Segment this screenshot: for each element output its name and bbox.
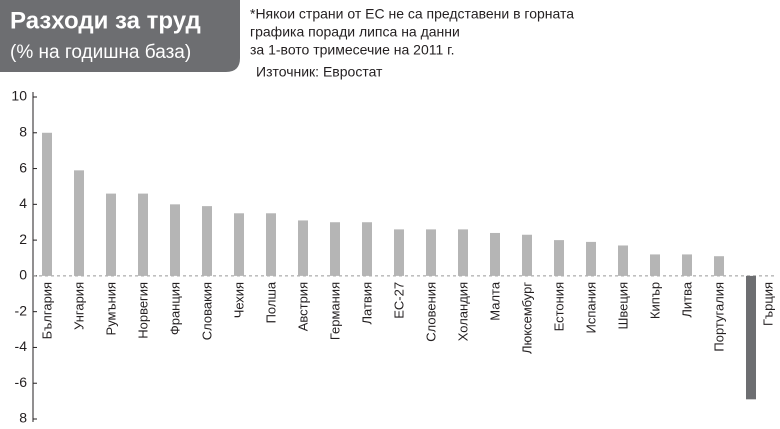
- bar: [746, 275, 756, 400]
- x-tick-label: Латвия: [359, 282, 374, 325]
- bar: [202, 206, 212, 276]
- note-line: графика поради липса на данни: [250, 24, 460, 40]
- x-tick-label: Унгария: [71, 282, 86, 330]
- bar: [42, 132, 52, 276]
- bar: [330, 222, 340, 276]
- x-tick-label: Чехия: [231, 282, 246, 318]
- bar: [714, 256, 724, 276]
- bar: [234, 213, 244, 276]
- y-tick-label: 2: [19, 231, 27, 247]
- bar: [394, 229, 404, 276]
- y-tick-label: -4: [15, 338, 28, 354]
- bar: [522, 234, 532, 276]
- x-tick-label: Гърция: [760, 282, 775, 326]
- x-tick-label: Швеция: [615, 282, 630, 330]
- y-tick-label: 8: [19, 410, 27, 426]
- bar: [298, 220, 308, 276]
- y-tick-label: 6: [19, 159, 27, 175]
- title-box: [0, 0, 240, 72]
- bar: [170, 204, 180, 276]
- source: Източник: Евростат: [256, 64, 383, 80]
- bar: [426, 229, 436, 276]
- bar: [490, 232, 500, 276]
- x-tick-label: Испания: [583, 282, 598, 334]
- x-tick-label: Германия: [327, 282, 342, 340]
- bar: [618, 245, 628, 276]
- x-tick-label: Румъния: [103, 282, 118, 336]
- x-tick-label: Словакия: [199, 282, 214, 340]
- note-line: за 1-вото тримесечие на 2011 г.: [250, 42, 454, 58]
- x-tick-label: Австрия: [295, 282, 310, 331]
- x-tick-label: Полша: [263, 281, 278, 323]
- bar: [458, 229, 468, 276]
- chart-title: Разходи за труд: [10, 7, 201, 34]
- x-tick-label: Естония: [551, 282, 566, 332]
- x-tick-label: Малта: [487, 281, 502, 321]
- x-tick-label: Холандия: [455, 282, 470, 341]
- x-tick-label: ЕС-27: [391, 282, 406, 319]
- bar: [138, 193, 148, 276]
- bar: [586, 241, 596, 276]
- y-tick-label: -6: [15, 374, 28, 390]
- x-tick-label: Люксембург: [519, 282, 534, 354]
- y-tick-label: 8: [19, 123, 27, 139]
- x-tick-label: Литва: [679, 281, 694, 318]
- bar: [266, 213, 276, 276]
- bar: [682, 254, 692, 276]
- bar: [650, 254, 660, 276]
- x-tick-label: Кипър: [647, 282, 662, 319]
- x-tick-label: Франция: [167, 282, 182, 335]
- x-tick-label: Норвегия: [135, 282, 150, 339]
- bar: [74, 170, 84, 276]
- chart-subtitle: (% на годишна база): [10, 42, 191, 63]
- y-tick-label: 10: [11, 88, 27, 104]
- y-tick-label: 4: [19, 195, 27, 211]
- x-tick-label: Словения: [423, 282, 438, 342]
- x-tick-label: България: [39, 282, 54, 339]
- note-line: *Някои страни от ЕС не са представени в …: [250, 6, 574, 22]
- bar: [554, 240, 564, 276]
- bar: [106, 193, 116, 276]
- y-tick-label: -2: [15, 302, 28, 318]
- bar: [362, 222, 372, 276]
- x-tick-label: Португалия: [711, 282, 726, 352]
- y-tick-label: 0: [19, 267, 27, 283]
